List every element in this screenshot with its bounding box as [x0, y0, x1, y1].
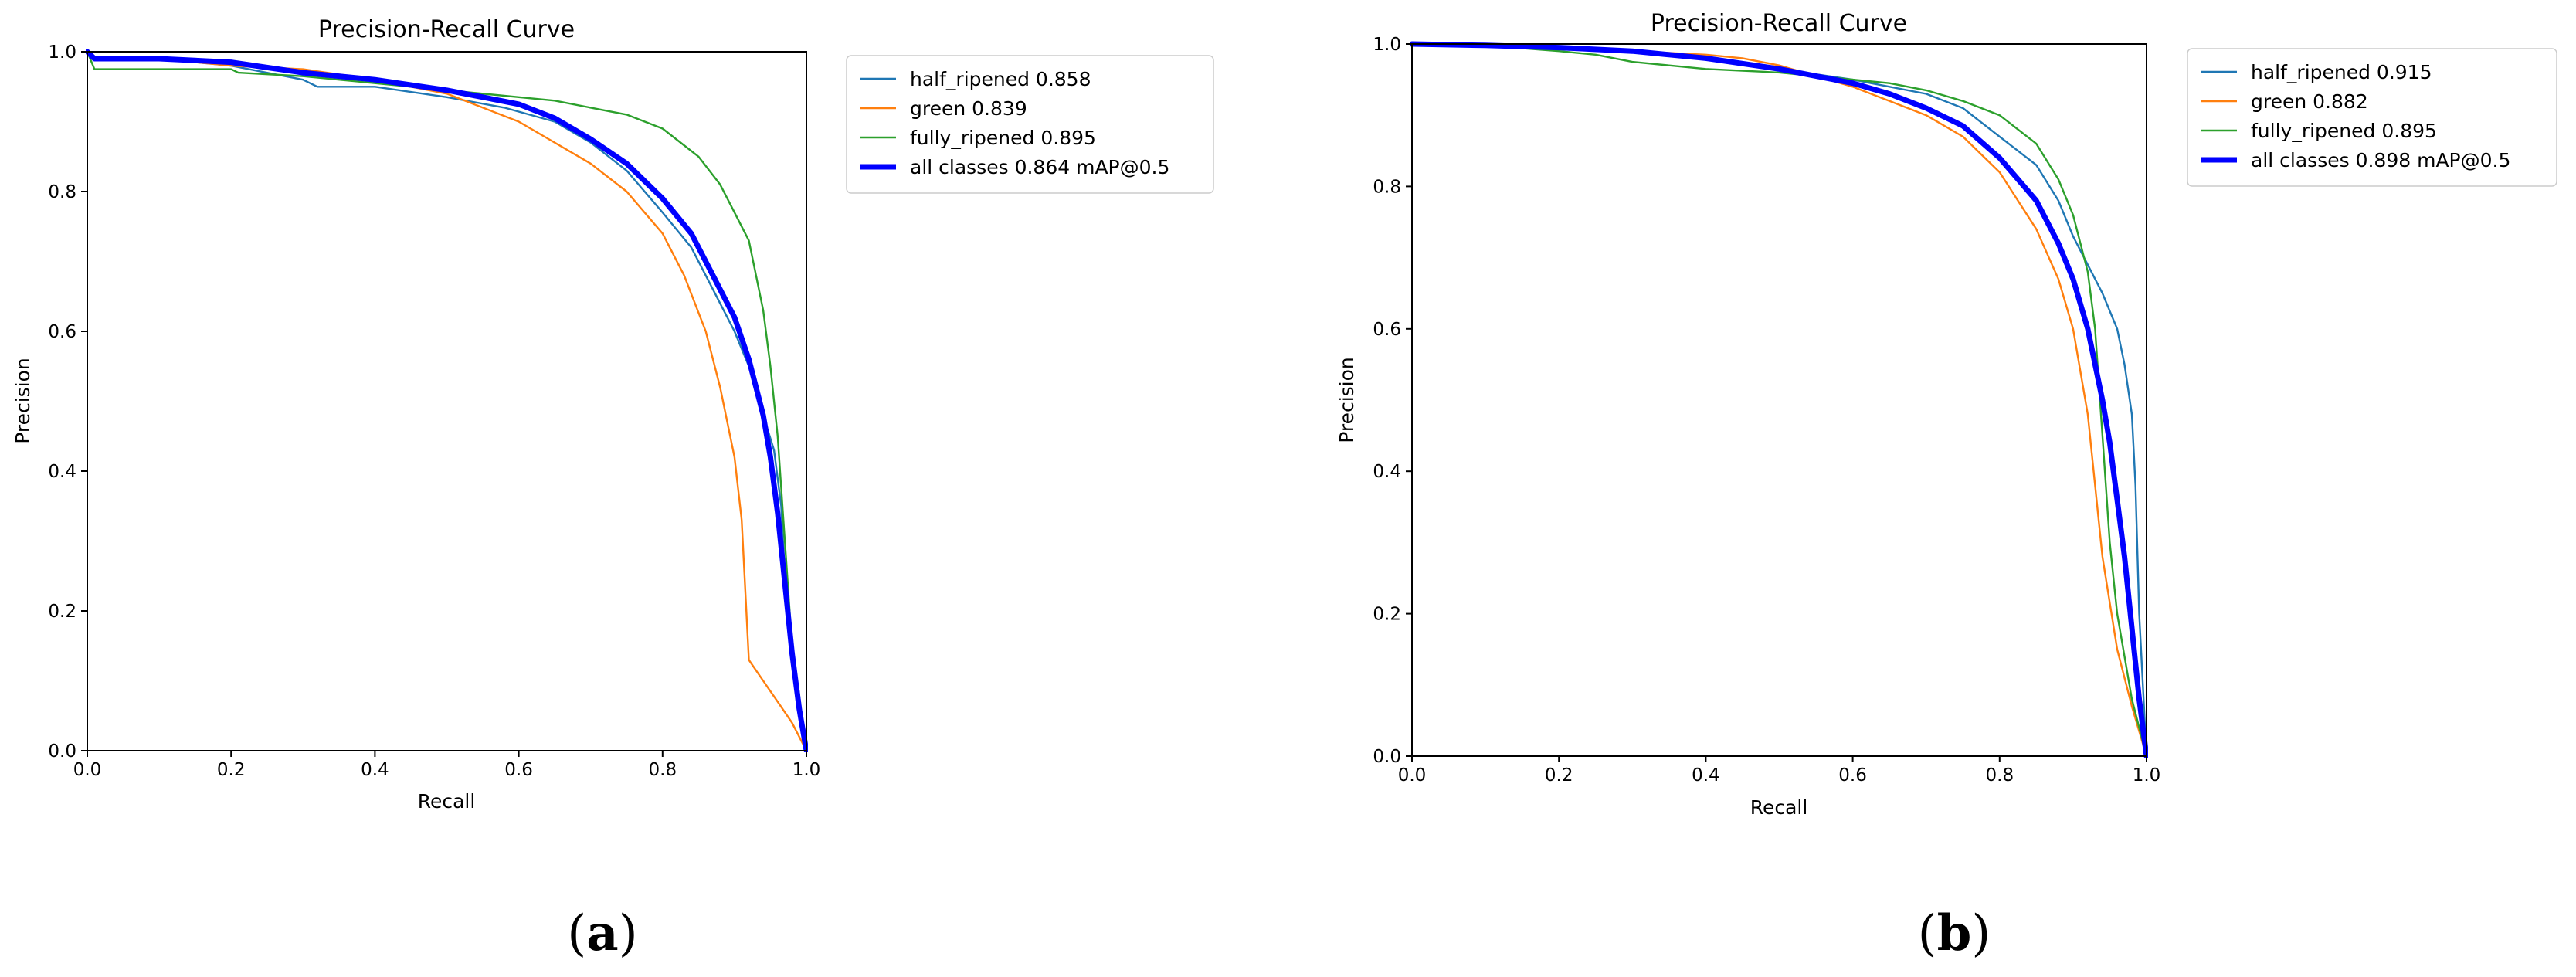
legend: half_ripened 0.858 green 0.839 fully_ripen…: [846, 55, 1214, 194]
x-tick-label: 0.4: [1692, 765, 1720, 785]
series-line-1: [1410, 42, 2148, 758]
series-line-2: [1410, 42, 2148, 758]
x-tick-label: 0.8: [1986, 765, 2014, 785]
panel-label: (a): [567, 904, 637, 962]
y-tick-label: 0.8: [1373, 177, 1401, 197]
panel-label-close: ): [619, 905, 638, 962]
x-axis-label: Recall: [1750, 796, 1808, 819]
y-tick-label: 1.0: [1373, 35, 1401, 55]
y-tick-label: 0.4: [1373, 462, 1401, 482]
series-line-2: [86, 50, 808, 752]
panel-label-open: (: [1918, 905, 1937, 962]
panel-label: (b): [1918, 904, 1991, 962]
x-axis-label: Recall: [418, 790, 476, 812]
legend-label-3: all classes 0.864 mAP@0.5: [910, 156, 1169, 178]
legend-label-1: green 0.882: [2251, 90, 2368, 113]
y-tick-label: 1.0: [48, 42, 76, 63]
legend-label-0: half_ripened 0.858: [910, 68, 1091, 90]
legend-label-2: fully_ripened 0.895: [2251, 120, 2437, 142]
legend-box: [846, 55, 1214, 194]
series-line-0: [1410, 42, 2148, 758]
series-lines: [1410, 41, 2148, 758]
y-tick-label: 0.6: [1373, 320, 1401, 340]
chart-panel-b: Precision-Recall Curve 0.0 0.2 0.4 0.6 0.8 1.0…: [1336, 10, 2557, 962]
x-tick-label: 0.4: [361, 760, 389, 780]
y-axis-label: Precision: [12, 358, 34, 444]
legend-label-0: half_ripened 0.915: [2251, 61, 2432, 83]
y-tick-label: 0.2: [48, 602, 76, 622]
panel-label-open: (: [567, 905, 586, 962]
y-tick-label: 0.2: [1373, 605, 1401, 625]
x-tick-label: 0.2: [1545, 765, 1573, 785]
x-tick-label: 0.0: [1398, 765, 1427, 785]
y-tick-label: 0.6: [48, 322, 76, 342]
legend-label-1: green 0.839: [910, 97, 1027, 120]
panel-label-close: ): [1971, 905, 1991, 962]
chart-title: Precision-Recall Curve: [318, 16, 575, 43]
x-tick-label: 1.0: [792, 760, 821, 780]
chart-panel-a: Precision-Recall Curve 0.0 0.2 0.4 0.6 0.8 1.0…: [12, 16, 1214, 962]
plot-frame: [1411, 43, 2147, 757]
x-tick-label: 0.8: [649, 760, 677, 780]
x-tick-label: 0.6: [504, 760, 533, 780]
y-tick-label: 0.8: [48, 182, 76, 202]
x-tick-label: 0.2: [217, 760, 246, 780]
legend-label-3: all classes 0.898 mAP@0.5: [2251, 149, 2510, 171]
series-line-3: [86, 49, 808, 752]
plot-frame: [87, 51, 807, 751]
y-tick-label: 0.0: [48, 741, 76, 762]
legend-label-2: fully_ripened 0.895: [910, 127, 1096, 149]
panel-label-letter: b: [1937, 904, 1972, 962]
chart-title: Precision-Recall Curve: [1651, 10, 1907, 37]
x-tick-label: 1.0: [2133, 765, 2161, 785]
legend-box: [2187, 48, 2557, 187]
y-axis-label: Precision: [1336, 357, 1358, 443]
y-tick-label: 0.0: [1373, 747, 1401, 767]
series-line-0: [86, 50, 808, 752]
series-line-3: [1410, 41, 2148, 758]
y-tick-label: 0.4: [48, 462, 76, 482]
series-lines: [86, 49, 808, 752]
x-tick-label: 0.0: [73, 760, 102, 780]
legend: half_ripened 0.915 green 0.882 fully_ripen…: [2187, 48, 2557, 187]
panel-label-letter: a: [586, 904, 618, 962]
x-tick-label: 0.6: [1838, 765, 1867, 785]
